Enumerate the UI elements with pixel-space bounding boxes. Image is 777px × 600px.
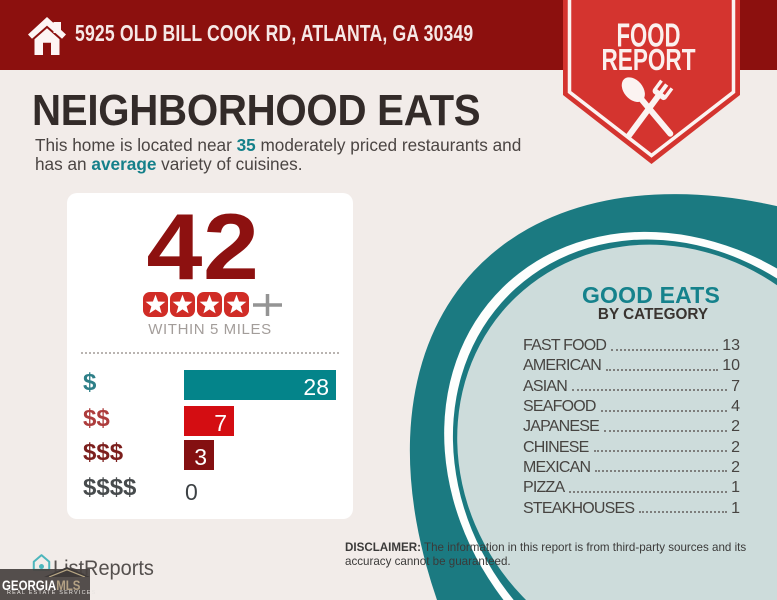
- svg-text:FOOD: FOOD: [617, 17, 681, 54]
- svg-text:REPORT: REPORT: [602, 42, 696, 77]
